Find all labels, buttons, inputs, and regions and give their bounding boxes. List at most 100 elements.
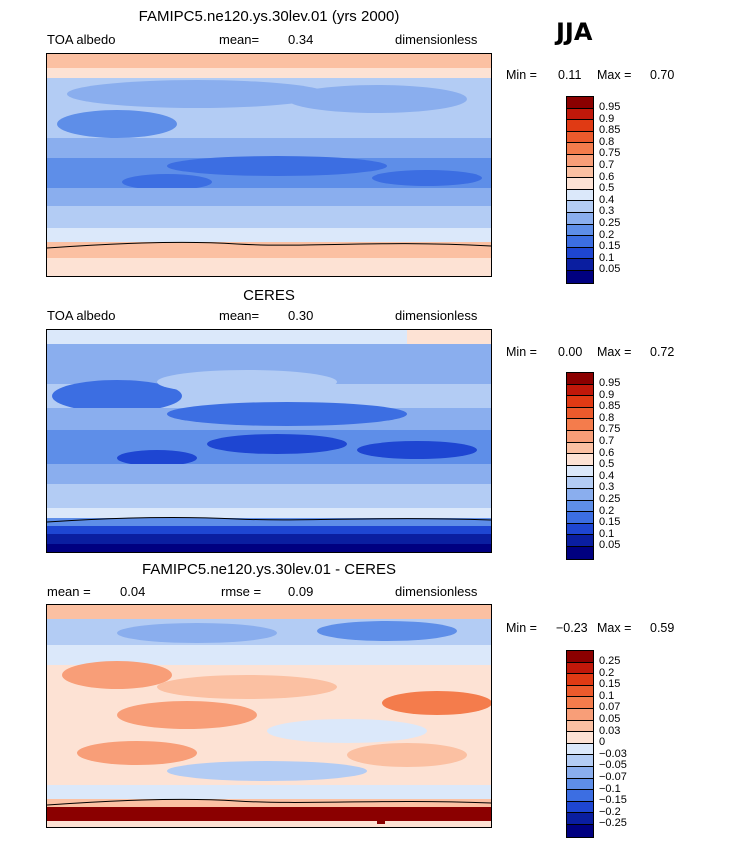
colorbar-tick-label: −0.15 bbox=[599, 794, 627, 807]
colorbar-tick-label: 0.05 bbox=[599, 539, 621, 552]
panel2-map bbox=[46, 329, 492, 553]
panel2-max-label: Max = bbox=[597, 345, 632, 359]
panel1-variable: TOA albedo bbox=[47, 32, 116, 47]
colorbar-swatch bbox=[567, 755, 593, 767]
panel3-rmse-value: 0.09 bbox=[288, 584, 314, 599]
panel3-title: FAMIPC5.ne120.ys.30lev.01 - CERES bbox=[141, 561, 396, 578]
colorbar-tick-label: 0.15 bbox=[599, 678, 621, 691]
colorbar-tick-label: −0.03 bbox=[599, 747, 627, 760]
colorbar-swatch bbox=[567, 407, 593, 420]
colorbar-swatch bbox=[567, 708, 593, 721]
panel1-title: FAMIPC5.ne120.ys.30lev.01 (yrs 2000) bbox=[138, 8, 400, 25]
panel1-mean-label: mean= bbox=[219, 32, 260, 47]
colorbar-swatch bbox=[567, 259, 593, 271]
colorbar-tick-label: 0.25 bbox=[599, 492, 621, 505]
colorbar-swatch bbox=[567, 801, 593, 814]
colorbar-swatch bbox=[567, 396, 593, 408]
colorbar-tick-label: −0.07 bbox=[599, 770, 627, 783]
panel3-field bbox=[47, 605, 491, 827]
panel3-mean-label: mean = bbox=[47, 584, 91, 599]
colorbar-tick-label: −0.25 bbox=[599, 817, 627, 830]
colorbar-tick-label: 0.6 bbox=[599, 446, 615, 459]
colorbar-tick-label: 0.9 bbox=[599, 388, 615, 401]
panel2-mean-value: 0.30 bbox=[288, 308, 314, 323]
panel2-mean-label: mean= bbox=[219, 308, 260, 323]
colorbar-tick-label: 0.8 bbox=[599, 411, 615, 424]
colorbar-swatch bbox=[567, 685, 593, 698]
colorbar-swatch bbox=[567, 131, 593, 144]
colorbar-tick-label: 0.85 bbox=[599, 124, 621, 137]
colorbar-tick-label: −0.2 bbox=[599, 805, 621, 818]
colorbar-swatch bbox=[567, 766, 593, 779]
panel2-max-value: 0.72 bbox=[650, 345, 675, 359]
panel3-min-value: −0.23 bbox=[556, 621, 588, 635]
panel1-field bbox=[47, 54, 491, 276]
panel3-rmse-label: rmse = bbox=[221, 584, 262, 599]
colorbar-tick-label: 0.03 bbox=[599, 724, 621, 737]
panel2-min-label: Min = bbox=[506, 345, 537, 359]
colorbar-tick-label: 0.75 bbox=[599, 147, 621, 160]
colorbar-swatch bbox=[567, 454, 593, 466]
colorbar-tick-label: 0.05 bbox=[599, 712, 621, 725]
colorbar-swatch bbox=[567, 743, 593, 756]
colorbar-tick-label: 0.9 bbox=[599, 112, 615, 125]
panel1-mean-value: 0.34 bbox=[288, 32, 314, 47]
colorbar-swatch bbox=[567, 247, 593, 260]
panel1-min-label: Min = bbox=[506, 68, 537, 82]
panel3-map bbox=[46, 604, 492, 828]
colorbar-swatch bbox=[567, 143, 593, 155]
colorbar-swatch bbox=[567, 488, 593, 501]
colorbar-tick-label: 0.2 bbox=[599, 228, 615, 241]
colorbar-swatch bbox=[567, 778, 593, 791]
season-label: JJA bbox=[556, 18, 593, 46]
colorbar-tick-label: 0.5 bbox=[599, 182, 615, 195]
colorbar-tick-label: −0.05 bbox=[599, 759, 627, 772]
panel1-min-value: 0.11 bbox=[558, 68, 582, 82]
colorbar-swatch bbox=[567, 813, 593, 825]
colorbar-swatch bbox=[567, 651, 593, 663]
colorbar-tick-label: 0.3 bbox=[599, 205, 615, 218]
colorbar-tick-label: 0.3 bbox=[599, 481, 615, 494]
colorbar-swatch bbox=[567, 212, 593, 225]
colorbar-swatch bbox=[567, 419, 593, 431]
panel3-max-label: Max = bbox=[597, 621, 632, 635]
colorbar-tick-label: 0.75 bbox=[599, 423, 621, 436]
colorbar-swatch bbox=[567, 120, 593, 132]
panel2-title: CERES bbox=[243, 287, 295, 304]
colorbar-tick-label: 0.4 bbox=[599, 193, 615, 206]
colorbar-tick-label: 0.15 bbox=[599, 240, 621, 253]
colorbar-tick-label: 0.1 bbox=[599, 527, 615, 540]
colorbar-swatch bbox=[567, 512, 593, 524]
panel3-colorbar bbox=[566, 650, 594, 838]
colorbar-swatch bbox=[567, 384, 593, 397]
panel1-max-value: 0.70 bbox=[650, 68, 675, 82]
colorbar-swatch bbox=[567, 824, 593, 837]
panel2-field bbox=[47, 330, 491, 552]
colorbar-swatch bbox=[567, 465, 593, 478]
panel1-colorbar bbox=[566, 96, 594, 284]
panel2-variable: TOA albedo bbox=[47, 308, 116, 323]
panel2-colorbar bbox=[566, 372, 594, 560]
colorbar-swatch bbox=[567, 201, 593, 213]
colorbar-tick-label: 0.2 bbox=[599, 666, 615, 679]
colorbar-tick-label: 0.6 bbox=[599, 170, 615, 183]
colorbar-swatch bbox=[567, 442, 593, 455]
panel3-colorbar-labels: 0.25 0.2 0.15 0.1 0.07 0.05 0.03 0 −0.03 −0.05 −0.… bbox=[599, 655, 627, 830]
colorbar-swatch bbox=[567, 697, 593, 709]
colorbar-tick-label: 0.2 bbox=[599, 504, 615, 517]
panel1-colorbar-labels: 0.95 0.9 0.85 0.8 0.75 0.7 0.6 0.5 0.4 0.3 0.25 0.2… bbox=[599, 101, 621, 276]
colorbar-swatch bbox=[567, 154, 593, 167]
colorbar-tick-label: 0.95 bbox=[599, 101, 621, 113]
colorbar-tick-label: 0.8 bbox=[599, 135, 615, 148]
colorbar-swatch bbox=[567, 166, 593, 179]
colorbar-swatch bbox=[567, 477, 593, 489]
panel1-map bbox=[46, 53, 492, 277]
colorbar-swatch bbox=[567, 236, 593, 248]
panel2-units: dimensionless bbox=[395, 308, 478, 323]
colorbar-swatch bbox=[567, 790, 593, 802]
colorbar-swatch bbox=[567, 270, 593, 283]
colorbar-swatch bbox=[567, 732, 593, 744]
colorbar-swatch bbox=[567, 97, 593, 109]
colorbar-swatch bbox=[567, 674, 593, 686]
colorbar-tick-label: 0.07 bbox=[599, 701, 621, 714]
